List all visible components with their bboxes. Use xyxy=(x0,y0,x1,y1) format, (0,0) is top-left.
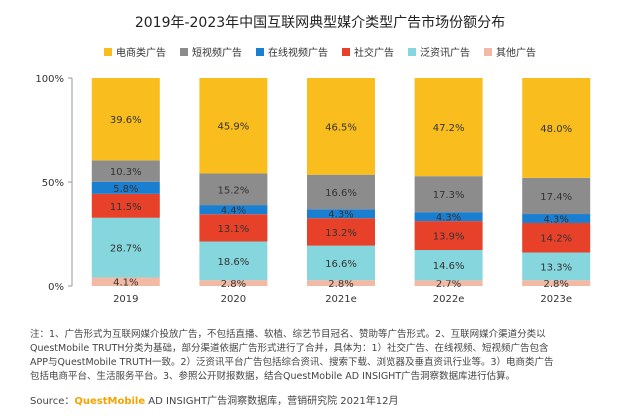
legend-swatch xyxy=(104,47,112,56)
data-label: 46.5% xyxy=(325,122,357,133)
bar-segment xyxy=(522,214,591,223)
data-label: 4.4% xyxy=(221,206,246,217)
bar-segment xyxy=(414,78,483,177)
data-label: 4.3% xyxy=(543,215,568,226)
legend-label: 其他广告 xyxy=(496,48,536,59)
bar-segment xyxy=(91,160,160,182)
data-label: 14.2% xyxy=(540,234,572,245)
bar-segment xyxy=(91,277,160,286)
note-line: APP与QuestMobile TRUTH一致。2）泛资讯平台广告包括综合资讯、… xyxy=(30,357,554,368)
data-label: 17.3% xyxy=(433,190,465,201)
bar-segment xyxy=(307,209,375,219)
data-label: 48.0% xyxy=(540,124,572,135)
bar-segment xyxy=(307,218,375,246)
x-tick-label: 2019 xyxy=(113,294,138,305)
data-label: 28.7% xyxy=(110,244,142,255)
data-label: 47.2% xyxy=(433,123,465,134)
data-label: 4.3% xyxy=(328,210,353,221)
bar-segment xyxy=(91,217,160,278)
data-label: 15.2% xyxy=(218,185,250,196)
bar-segment xyxy=(307,280,375,286)
data-label: 2.7% xyxy=(436,279,461,290)
y-tick-label: 0% xyxy=(48,282,64,293)
legend-swatch xyxy=(342,47,350,56)
bar-segment xyxy=(522,252,591,281)
data-label: 13.3% xyxy=(540,262,572,273)
legend-item: 泛资讯广告 xyxy=(408,44,470,59)
bar-segment xyxy=(199,214,268,242)
data-label: 13.1% xyxy=(218,224,250,235)
bar-segment xyxy=(91,78,160,161)
data-label: 14.6% xyxy=(433,261,465,272)
x-tick-label: 2023e xyxy=(540,294,572,305)
legend-label: 社交广告 xyxy=(354,48,394,59)
data-label: 17.4% xyxy=(540,192,572,203)
data-label: 4.3% xyxy=(436,213,461,224)
source-text: AD INSIGHT广告洞察数据库，营销研究院 2021年12月 xyxy=(145,396,399,407)
data-label: 13.2% xyxy=(325,228,357,239)
legend-label: 泛资讯广告 xyxy=(420,48,470,59)
legend-swatch xyxy=(256,47,264,56)
data-label: 39.6% xyxy=(110,115,142,126)
bar-segment xyxy=(307,245,375,281)
bar-segment xyxy=(199,173,268,206)
stacked-bar-chart: 0% 50% 100% 4.1% 28.7% 11.5% 5.8% 10.3% 39.6% 201… xyxy=(35,74,591,305)
note-line: QuestMobile TRUTH分类为基础，部分渠道依据广告形式进行了合并，具… xyxy=(30,343,549,354)
bar-segment xyxy=(522,280,591,286)
bar-segment xyxy=(414,176,483,213)
legend-item: 其他广告 xyxy=(484,44,536,59)
bar-segment xyxy=(91,193,160,218)
bar-segment xyxy=(522,177,591,215)
data-label: 5.8% xyxy=(113,184,138,195)
chart-notes: 注：1、广告形式为互联网媒介投放广告，不包括直播、软植、综艺节目冠名、赞助等广告… xyxy=(30,328,615,384)
note-line: 注：1、广告形式为互联网媒介投放广告，不包括直播、软植、综艺节目冠名、赞助等广告… xyxy=(30,329,546,340)
data-label: 16.6% xyxy=(325,259,357,270)
bar-segment xyxy=(522,222,591,253)
data-label: 18.6% xyxy=(218,257,250,268)
legend-item: 社交广告 xyxy=(342,44,394,59)
data-label: 10.3% xyxy=(110,167,142,178)
bar-segment xyxy=(91,181,160,194)
note-line: 包括电商平台、生活服务平台。3、参照公开财报数据，结合QuestMobile A… xyxy=(30,371,516,382)
x-tick-label: 2020 xyxy=(221,294,246,305)
x-tick-label: 2021e xyxy=(325,294,357,305)
legend-label: 电商类广告 xyxy=(116,48,166,59)
source-brand: QuestMobile xyxy=(74,396,146,407)
legend-swatch xyxy=(484,47,492,56)
legend-swatch xyxy=(180,47,188,56)
legend-item: 在线视频广告 xyxy=(256,44,328,59)
data-label: 13.9% xyxy=(433,232,465,243)
bar-segment xyxy=(414,250,483,281)
chart-title: 2019年-2023年中国互联网典型媒介类型广告市场份额分布 xyxy=(134,15,506,31)
data-label: 16.6% xyxy=(325,188,357,199)
data-label: 45.9% xyxy=(218,122,250,133)
data-label: 2.8% xyxy=(543,279,568,290)
bar-segment xyxy=(199,78,268,174)
y-tick-label: 100% xyxy=(35,74,64,85)
bar-segment xyxy=(414,212,483,222)
y-tick-label: 50% xyxy=(42,178,64,189)
bar-segment xyxy=(199,241,268,281)
chart-legend: 电商类广告 短视频广告 在线视频广告 社交广告 泛资讯广告 其他广告 xyxy=(0,44,640,59)
bar-segment xyxy=(414,221,483,251)
data-label: 11.5% xyxy=(110,202,142,213)
legend-label: 短视频广告 xyxy=(192,48,242,59)
legend-swatch xyxy=(408,47,416,56)
bar-segment xyxy=(414,280,483,286)
source-line: Source：QuestMobile AD INSIGHT广告洞察数据库，营销研… xyxy=(30,392,615,407)
data-label: 4.1% xyxy=(113,278,138,289)
bar-segment xyxy=(199,205,268,215)
bar-segment xyxy=(307,174,375,210)
bar-segment xyxy=(522,78,591,178)
legend-item: 短视频广告 xyxy=(180,44,242,59)
x-tick-label: 2022e xyxy=(433,294,465,305)
legend-item: 电商类广告 xyxy=(104,44,166,59)
bar-segment xyxy=(307,78,375,175)
legend-label: 在线视频广告 xyxy=(268,48,328,59)
source-label: Source： xyxy=(30,396,75,407)
data-label: 2.8% xyxy=(328,279,353,290)
bar-segment xyxy=(199,280,268,286)
data-label: 2.8% xyxy=(221,279,246,290)
